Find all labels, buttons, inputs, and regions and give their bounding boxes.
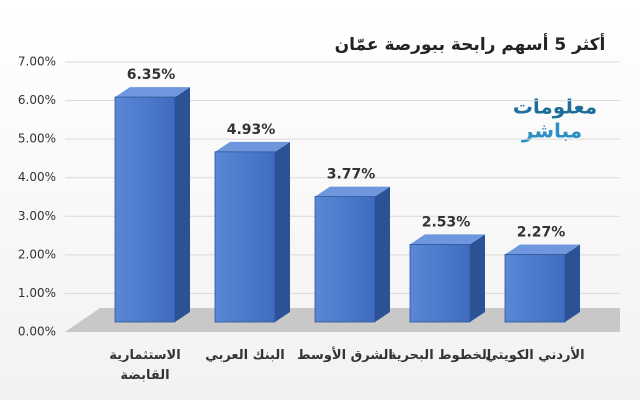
bar — [409, 234, 485, 323]
bar-side — [565, 244, 580, 322]
y-tick-label: 7.00% — [18, 55, 56, 69]
y-tick-label: 4.00% — [18, 170, 56, 184]
bar-side — [275, 141, 290, 322]
y-tick-label: 5.00% — [18, 132, 56, 146]
bar-side — [175, 87, 190, 322]
bar-top — [505, 244, 580, 255]
x-tick-label: الأردني الكويتي — [485, 348, 585, 363]
y-tick-label: 3.00% — [18, 209, 56, 223]
y-tick-label: 1.00% — [18, 286, 56, 300]
y-tick-label: 0.00% — [18, 325, 56, 339]
bar-top — [215, 141, 290, 152]
x-tick-label: الاستثمارية القابضة — [109, 348, 181, 383]
bar-top — [115, 87, 190, 98]
logo-line2: مباشر — [521, 119, 582, 143]
bar-front — [214, 151, 276, 323]
bar-side — [470, 234, 485, 322]
bar-front — [409, 244, 471, 323]
logo-line1: معلومات — [513, 95, 597, 119]
data-label: 3.77% — [327, 167, 376, 183]
chart-title: أكثر 5 أسهم رابحة ببورصة عمّان — [335, 33, 606, 55]
x-tick-label: الشرق الأوسط — [297, 348, 393, 363]
bar-top — [315, 186, 390, 197]
y-tick-label: 6.00% — [18, 93, 56, 107]
data-label: 2.27% — [517, 224, 566, 240]
data-label: 2.53% — [422, 214, 471, 230]
x-tick-label: الخطوط البحرية — [388, 348, 492, 363]
bar-front — [504, 254, 566, 323]
bar — [214, 141, 290, 323]
bar — [504, 244, 580, 323]
bar — [314, 186, 390, 323]
bar-front — [114, 96, 176, 323]
bar-front — [314, 196, 376, 323]
bar — [114, 87, 190, 323]
x-tick-label: البنك العربي — [205, 348, 285, 363]
data-label: 4.93% — [227, 122, 276, 138]
y-tick-label: 2.00% — [18, 247, 56, 261]
bar-side — [375, 186, 390, 322]
data-label: 6.35% — [127, 67, 176, 83]
bar-top — [410, 234, 485, 245]
